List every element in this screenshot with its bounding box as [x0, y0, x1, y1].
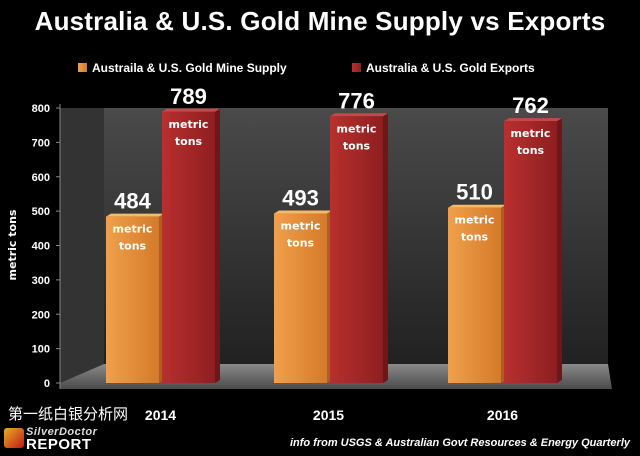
y-tick-label-500: 500: [32, 206, 50, 218]
logo-bottom-text: REPORT: [26, 436, 92, 453]
bar-side: [215, 108, 220, 383]
bar-note-1-2016-1: tons: [517, 144, 545, 157]
chart-title: Australia & U.S. Gold Mine Supply vs Exp…: [34, 6, 606, 36]
bar-top: [330, 113, 388, 117]
logo-mark-icon: [4, 428, 24, 448]
bar-note-0-2016-1: tons: [461, 231, 489, 244]
legend-label-0: Austraila & U.S. Gold Mine Supply: [92, 61, 287, 75]
y-tick-label-100: 100: [32, 344, 50, 356]
bar-note-1-2015-0: metric: [337, 122, 377, 135]
y-tick-label-300: 300: [32, 275, 50, 287]
legend-swatch-0: [78, 63, 87, 72]
bar-1-2016: [504, 121, 557, 383]
watermark-text: 第一纸白银分析网: [8, 405, 129, 423]
data-label-1-2014: 789: [170, 84, 207, 109]
y-axis-label: metric tons: [6, 209, 19, 280]
bar-note-1-2014-0: metric: [169, 118, 209, 131]
bar-1-2015: [330, 116, 383, 383]
data-label-0-2014: 484: [114, 189, 151, 214]
y-tick-label-200: 200: [32, 309, 50, 321]
data-label-1-2015: 776: [338, 88, 375, 113]
y-tick-label-400: 400: [32, 241, 50, 253]
publisher-logo: SilverDoctor REPORT: [4, 426, 124, 453]
y-tick-label-700: 700: [32, 137, 50, 149]
y-tick-label-0: 0: [44, 378, 50, 390]
legend-label-1: Australia & U.S. Gold Exports: [366, 61, 535, 75]
bar-top: [274, 210, 332, 214]
bar-note-1-2016-0: metric: [511, 127, 551, 140]
bar-0-2014: [106, 216, 159, 383]
bar-note-0-2014-1: tons: [119, 240, 147, 253]
bar-top: [504, 118, 562, 122]
legend-swatch-1: [352, 63, 361, 72]
bar-top: [162, 108, 220, 112]
bar-note-0-2014-0: metric: [113, 223, 153, 236]
y-tick-label-800: 800: [32, 103, 50, 115]
bar-0-2016: [448, 207, 501, 383]
source-note: info from USGS & Australian Govt Resourc…: [289, 437, 630, 449]
bar-side: [557, 118, 562, 383]
bar-note-0-2016-0: metric: [455, 214, 495, 227]
bar-side: [383, 113, 388, 383]
bar-note-0-2015-1: tons: [287, 237, 315, 250]
bar-top: [106, 213, 164, 217]
bar-top: [448, 204, 506, 208]
x-tick-label-2016: 2016: [487, 407, 518, 423]
x-tick-label-2014: 2014: [145, 407, 176, 423]
bar-1-2014: [162, 111, 215, 383]
bar-note-1-2014-1: tons: [175, 135, 203, 148]
data-label-0-2016: 510: [456, 180, 493, 205]
data-label-0-2015: 493: [282, 186, 319, 211]
logo-top-text: SilverDoctor: [26, 426, 98, 438]
bar-note-1-2015-1: tons: [343, 139, 371, 152]
plot-side-wall: [60, 108, 104, 383]
bar-0-2015: [274, 213, 327, 383]
y-tick-label-600: 600: [32, 172, 50, 184]
x-tick-label-2015: 2015: [313, 407, 344, 423]
data-label-1-2016: 762: [512, 93, 549, 118]
bar-note-0-2015-0: metric: [281, 220, 321, 233]
